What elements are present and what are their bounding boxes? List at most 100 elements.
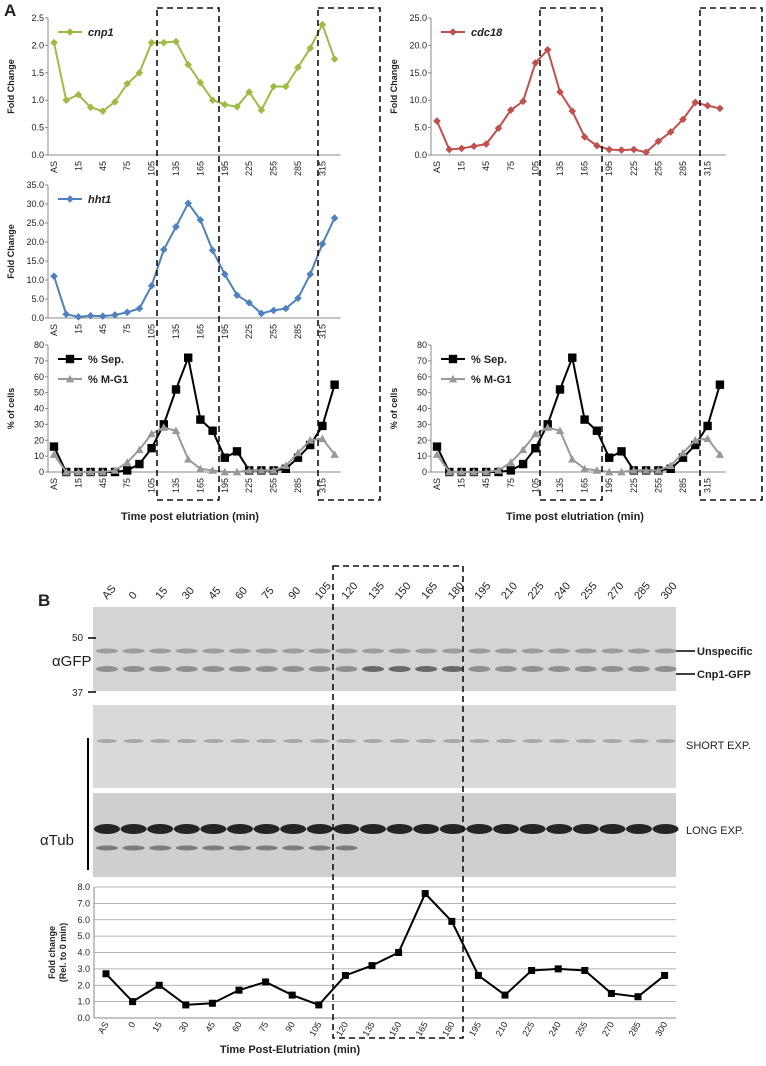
band [439,824,466,834]
marker [605,467,614,476]
x-tick-label: 45 [481,478,491,488]
y-tick-label: 40 [34,404,44,414]
band [416,739,437,743]
lane-label: 285 [632,580,653,602]
marker [49,450,59,458]
marker [617,146,626,154]
band [282,845,305,851]
marker [474,971,482,979]
x-tick-label: 315 [317,324,327,339]
marker [568,455,577,463]
band [549,739,570,743]
y-tick-label: 35.0 [26,180,44,190]
y-tick-label: 5.0 [77,931,90,941]
marker [306,436,315,444]
marker [556,88,564,96]
band [253,824,280,834]
blots: 50 37 αGFP αTub Unspecific Cnp1-GFP SHOR… [40,580,753,877]
y-axis-title: Fold Change [389,59,399,114]
marker [580,464,589,473]
x-tick-label: 135 [171,324,181,339]
x-tick-label: 165 [414,1020,430,1038]
band [96,648,118,654]
marker [99,312,107,320]
marker [531,443,540,453]
marker [341,971,349,979]
x-tick-label: 225 [244,324,254,339]
y-axis-title: Fold Change [6,224,16,279]
marker [395,949,403,956]
marker [554,965,562,973]
marker [208,246,217,255]
panel-letter: B [38,591,50,610]
marker [654,137,663,146]
x-tick-label: 75 [122,324,132,334]
marker [642,148,650,157]
x-tick-label: 285 [678,161,688,176]
marker [432,442,442,451]
y-tick-label: 8.0 [77,882,90,892]
lane-label: 210 [499,580,520,602]
marker [506,458,515,466]
band [388,648,411,654]
x-tick-label: 315 [703,478,713,493]
marker [86,467,95,476]
marker [208,96,217,104]
marker [50,272,58,280]
y-tick-label: 60 [417,372,427,382]
band [308,666,331,672]
y-tick-label: 20 [34,435,44,445]
marker [232,447,242,456]
x-tick-label: 315 [703,161,713,176]
marker [135,69,144,77]
marker [102,970,110,978]
marker [519,97,527,106]
marker [74,467,83,476]
band [468,648,491,654]
band [574,666,597,672]
lane-label: 0 [127,590,140,602]
marker [457,467,466,476]
marker [245,466,254,474]
lane-label: 300 [659,580,680,602]
y-tick-label: 1.0 [77,997,90,1007]
marker [245,299,253,307]
band [601,666,624,672]
marker [98,467,107,476]
series-line [53,426,336,473]
y-tick-label: 3.0 [77,964,90,974]
marker [593,141,601,150]
marker [318,20,327,29]
highlight-box [317,7,381,501]
x-tick-label: 210 [494,1020,510,1038]
marker [123,458,132,466]
band [548,666,571,672]
y-tick-label: 0.0 [31,150,44,160]
marker [703,421,712,431]
legend-label: % Sep. [471,354,507,366]
y-tick-label: 30 [34,419,44,429]
band [255,648,278,654]
marker [171,426,181,435]
marker [581,967,589,975]
band [468,666,491,672]
band [628,648,650,654]
marker [666,128,675,136]
x-tick-label: 255 [573,1020,589,1038]
band [466,824,493,834]
band [202,845,225,851]
marker [470,142,478,151]
marker [679,115,687,124]
lane-label: 105 [313,580,334,602]
marker [220,467,229,476]
y-tick-label: 20.0 [409,40,427,50]
marker [293,453,303,462]
marker [318,421,327,431]
x-tick-label: 105 [147,324,157,339]
marker [421,890,429,898]
band [175,666,198,672]
marker [172,37,180,46]
marker [135,445,144,454]
x-tick-label: 135 [361,1020,377,1038]
lane-label: 240 [552,580,573,602]
